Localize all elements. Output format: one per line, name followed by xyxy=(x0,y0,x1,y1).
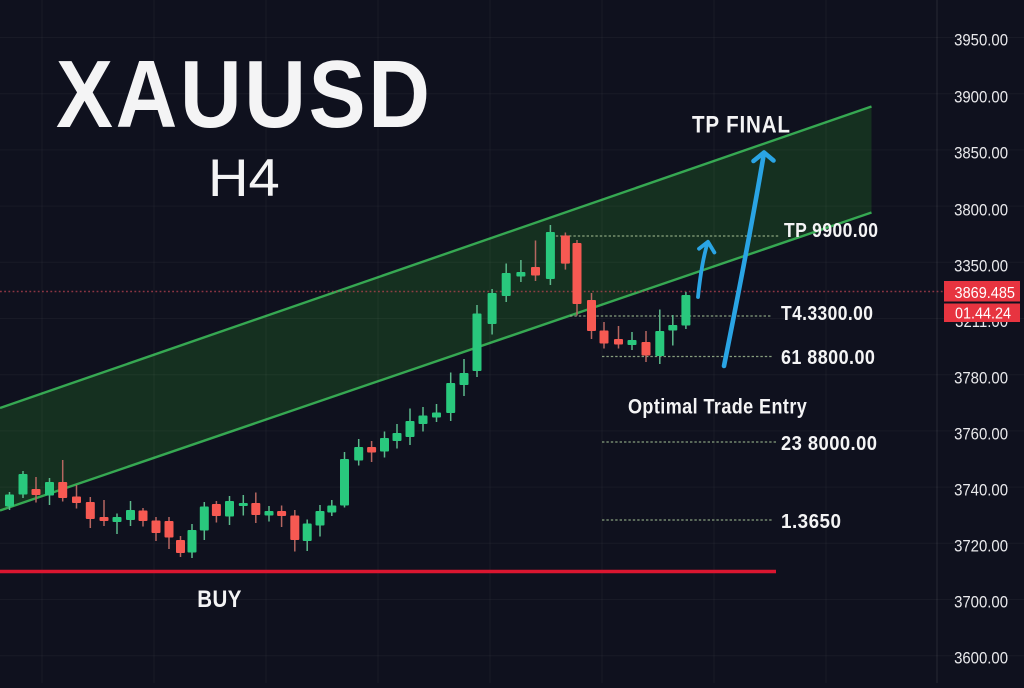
svg-text:TP FINAL: TP FINAL xyxy=(692,111,791,138)
svg-text:3720.00: 3720.00 xyxy=(954,538,1008,556)
svg-text:3740.00: 3740.00 xyxy=(954,482,1008,500)
svg-text:T4.3300.00: T4.3300.00 xyxy=(781,303,873,326)
svg-text:3869.485: 3869.485 xyxy=(955,284,1015,302)
svg-text:1.3650: 1.3650 xyxy=(781,510,841,533)
svg-text:3950.00: 3950.00 xyxy=(954,32,1008,50)
svg-text:3800.00: 3800.00 xyxy=(954,202,1008,220)
svg-text:BUY: BUY xyxy=(197,585,242,612)
svg-text:Optimal Trade Entry: Optimal Trade Entry xyxy=(628,395,807,419)
svg-text:H4: H4 xyxy=(208,148,280,207)
svg-text:3350.00: 3350.00 xyxy=(954,258,1008,276)
svg-text:3760.00: 3760.00 xyxy=(954,426,1008,444)
svg-text:3780.00: 3780.00 xyxy=(954,370,1008,388)
svg-text:3850.00: 3850.00 xyxy=(954,145,1008,163)
svg-text:23 8000.00: 23 8000.00 xyxy=(781,432,877,455)
svg-text:TP 9900.00: TP 9900.00 xyxy=(784,220,878,243)
svg-text:XAUUSD: XAUUSD xyxy=(56,41,433,148)
svg-text:61 8800.00: 61 8800.00 xyxy=(781,347,875,369)
svg-text:01.44.24: 01.44.24 xyxy=(955,305,1011,323)
svg-text:3700.00: 3700.00 xyxy=(954,594,1008,612)
svg-text:3600.00: 3600.00 xyxy=(954,650,1008,668)
svg-text:3900.00: 3900.00 xyxy=(954,89,1008,107)
